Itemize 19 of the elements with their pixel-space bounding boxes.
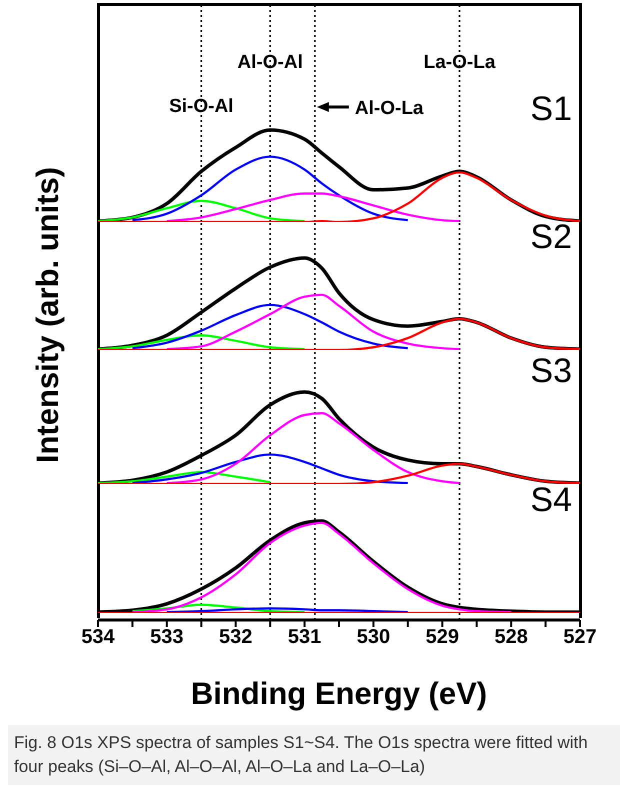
x-tick-label: 534 [81, 626, 116, 648]
x-tick-label: 533 [150, 626, 184, 648]
caption: Fig. 8 O1s XPS spectra of samples S1~S4. The O1s spectra were fitted with four peaks (Si–O–Al, Al–O–Al, Al–O–La and La–O–La) [8, 725, 620, 785]
y-axis-title: Intensity (arb. units) [30, 166, 66, 464]
text: S1 [530, 90, 572, 129]
x-axis-title: Binding Energy (eV) [190, 676, 488, 711]
annotation: S2 [530, 218, 572, 257]
ref-line-label: Al-O-La [354, 98, 424, 119]
ref-line-label: Al-O-Al [237, 52, 303, 73]
x-tick-label: 527 [563, 626, 597, 648]
annotation: S4 [530, 481, 572, 520]
x-tick-label: 531 [288, 626, 322, 648]
ref-line-label: La-O-La [424, 52, 496, 73]
x-tick-label: 532 [219, 626, 252, 648]
x-tick-label: 529 [426, 626, 459, 648]
x-tick-label: 528 [494, 626, 528, 648]
text: S3 [530, 352, 572, 391]
ref-line-label: Si-O-Al [169, 96, 234, 117]
x-tick-label: 530 [356, 626, 390, 648]
